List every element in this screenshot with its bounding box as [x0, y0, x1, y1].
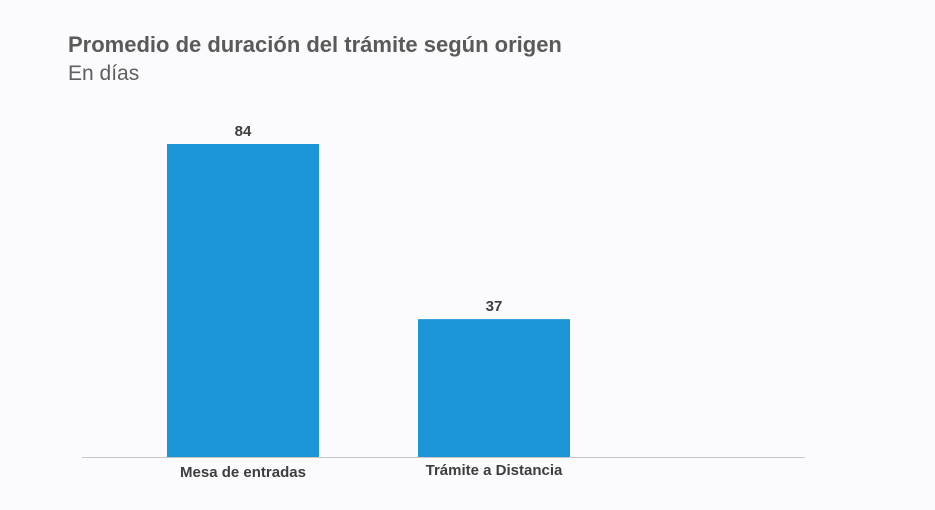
bar-1 [418, 319, 570, 457]
value-label-0: 84 [235, 123, 252, 140]
bars-group: 84 Mesa de entradas 37 Trámite a Distancia [167, 123, 570, 481]
chart-subtitle: En días [68, 62, 140, 85]
category-label-0: Mesa de entradas [180, 464, 306, 481]
chart-title: Promedio de duración del trámite según o… [68, 32, 562, 57]
category-label-1: Trámite a Distancia [426, 462, 563, 479]
value-label-1: 37 [486, 298, 503, 315]
bar-0 [167, 144, 319, 457]
